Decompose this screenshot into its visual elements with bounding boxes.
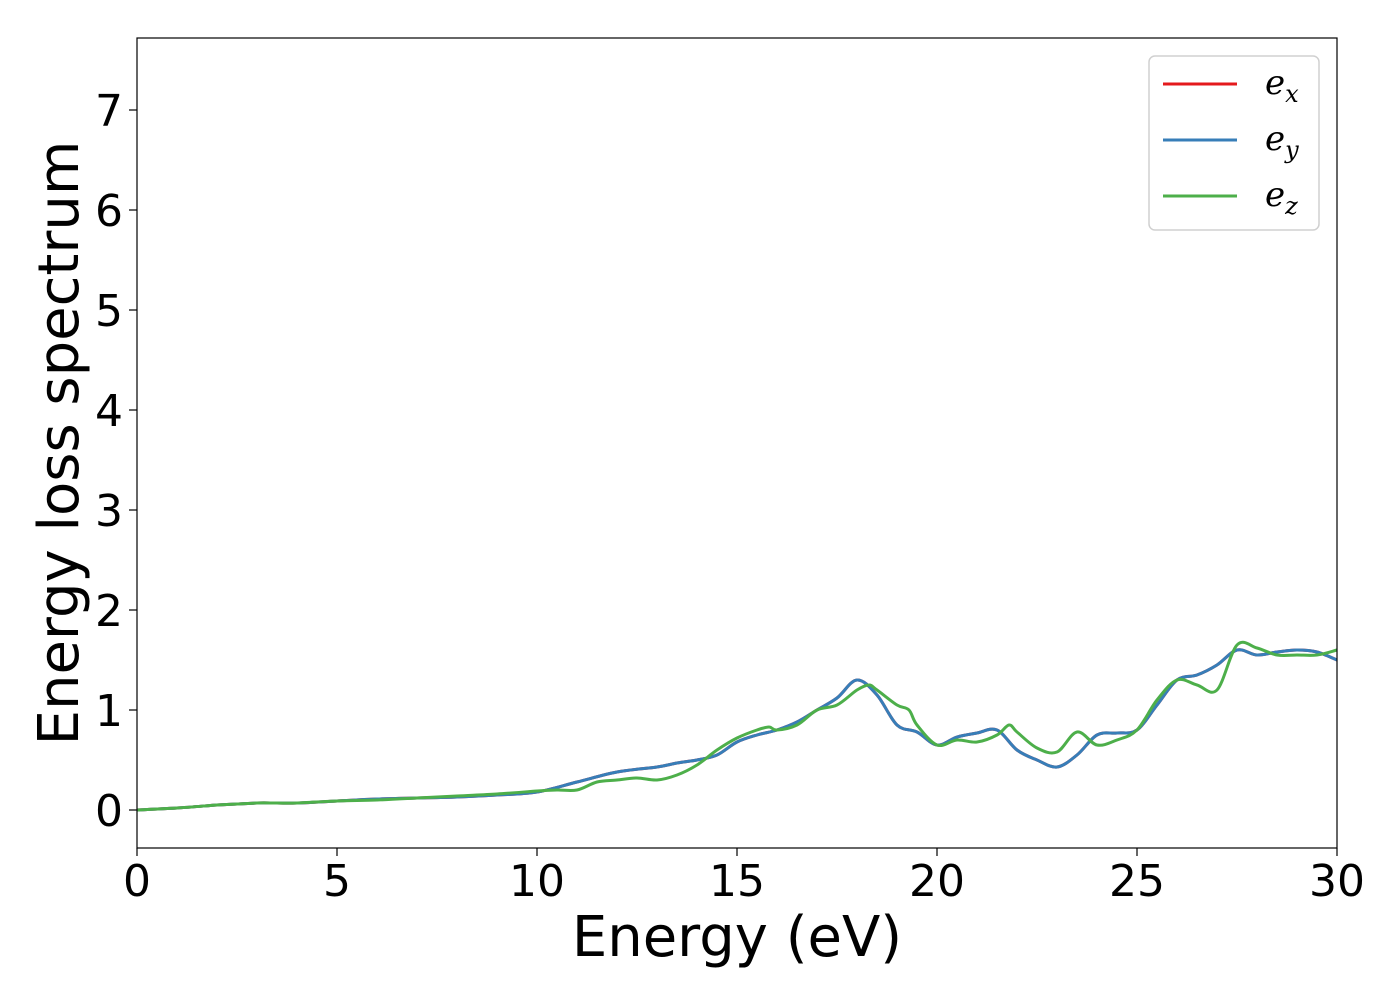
series-line-z bbox=[136, 640, 1338, 812]
x-tick-label: 0 bbox=[123, 856, 151, 907]
y-axis-label: Energy loss spectrum bbox=[27, 141, 92, 746]
y-tick-label: 1 bbox=[95, 686, 123, 737]
y-tick-label: 4 bbox=[95, 386, 123, 437]
x-axis-label: Energy (eV) bbox=[572, 905, 902, 970]
legend-label-z: ez bbox=[1265, 175, 1298, 220]
x-axis: 0 5 10 15 20 25 30 bbox=[123, 848, 1365, 907]
legend-label-y: ey bbox=[1265, 119, 1299, 164]
y-tick-label: 2 bbox=[95, 586, 123, 637]
x-tick-label: 25 bbox=[1109, 856, 1165, 907]
legend-label-x: ex bbox=[1265, 63, 1299, 108]
y-axis: 0 1 2 3 4 5 6 7 bbox=[95, 86, 137, 837]
series-layer bbox=[136, 640, 1338, 812]
x-tick-label: 10 bbox=[509, 856, 565, 907]
legend: ex ey ez bbox=[1148, 55, 1320, 231]
x-tick-label: 20 bbox=[909, 856, 965, 907]
y-tick-label: 3 bbox=[95, 486, 123, 537]
legend-box bbox=[1148, 55, 1320, 231]
y-tick-label: 6 bbox=[95, 186, 123, 237]
x-tick-label: 5 bbox=[323, 856, 351, 907]
x-tick-label: 15 bbox=[709, 856, 765, 907]
y-tick-label: 5 bbox=[95, 286, 123, 337]
y-tick-label: 0 bbox=[95, 786, 123, 837]
x-tick-label: 30 bbox=[1309, 856, 1365, 907]
y-tick-label: 7 bbox=[95, 86, 123, 137]
